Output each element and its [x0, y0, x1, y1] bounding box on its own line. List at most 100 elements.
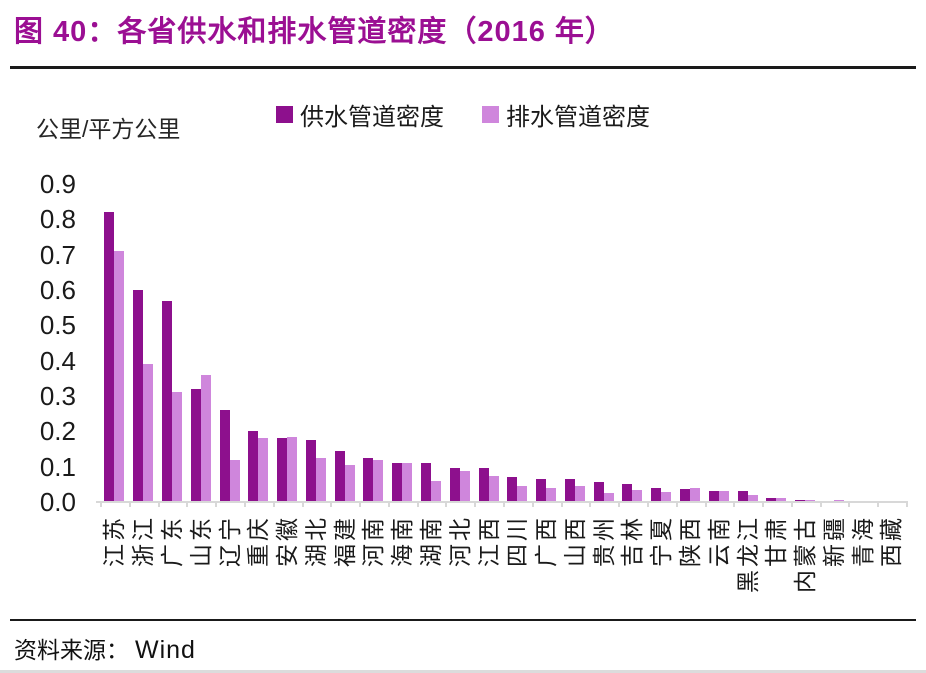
- x-axis-label-cell: 内蒙古: [791, 508, 820, 620]
- x-axis-label: 陕西: [677, 515, 704, 567]
- x-axis-tick: [330, 503, 333, 507]
- x-axis-label-cell: 辽宁: [215, 508, 244, 620]
- x-axis-labels: 江苏 浙江 广东 山东 辽宁 重庆 安徽 湖北 福建 河南 海南 湖南 河北 江西 四川 广西 山西 贵州 吉林 宁夏…: [100, 508, 906, 620]
- x-axis-label: 安徽: [274, 515, 301, 567]
- x-axis-tick: [877, 503, 880, 507]
- x-axis-label: 浙江: [130, 515, 157, 567]
- bar-supply: [766, 498, 777, 502]
- bar-group: [129, 170, 158, 502]
- y-axis-tick-label: 0.2: [39, 416, 76, 447]
- bar-group: [158, 170, 187, 502]
- bar-group: [820, 170, 849, 502]
- x-axis-tick: [157, 503, 160, 507]
- bar-group: [186, 170, 215, 502]
- x-axis-label: 黑龙江: [734, 515, 761, 593]
- y-axis-tick-label: 0.4: [39, 345, 76, 376]
- x-axis-tick: [100, 503, 102, 507]
- bar-drainage: [603, 493, 614, 502]
- x-axis-tick: [704, 503, 707, 507]
- bar-supply: [737, 491, 748, 502]
- x-axis-label: 辽宁: [216, 515, 243, 567]
- x-axis-label-cell: 新疆: [820, 508, 849, 620]
- x-axis-tick: [416, 503, 419, 507]
- bar-drainage: [171, 392, 182, 502]
- bar-supply: [219, 410, 230, 502]
- bar-drainage: [430, 481, 441, 502]
- x-axis-label: 内蒙古: [792, 515, 819, 593]
- x-axis-tick: [503, 503, 505, 507]
- x-axis-label: 宁夏: [648, 515, 675, 567]
- bar-drainage: [574, 486, 585, 502]
- x-axis-label: 广西: [533, 515, 560, 567]
- bar-drainage: [517, 486, 528, 502]
- bar-drainage: [315, 458, 326, 502]
- y-axis-tick-label: 0.7: [39, 239, 76, 270]
- bar-supply: [104, 212, 115, 502]
- x-axis-label-cell: 浙江: [129, 508, 158, 620]
- bar-drainage: [258, 438, 269, 502]
- x-axis-tick: [272, 503, 275, 507]
- x-axis-tick: [445, 503, 448, 507]
- bar-group: [417, 170, 446, 502]
- bar-supply: [363, 458, 374, 502]
- bar-supply: [507, 477, 518, 502]
- x-axis-tick: [906, 503, 908, 507]
- y-axis-tick-label: 0.8: [39, 204, 76, 235]
- x-axis-label: 河南: [360, 515, 387, 567]
- x-axis-label-cell: 陕西: [676, 508, 705, 620]
- bar-drainage: [661, 492, 672, 502]
- bar-drainage: [229, 460, 240, 502]
- x-axis-label: 重庆: [245, 515, 272, 567]
- x-axis-tick: [790, 503, 793, 507]
- bar-group: [301, 170, 330, 502]
- bar-supply: [478, 468, 489, 502]
- x-axis-label-cell: 山西: [561, 508, 590, 620]
- x-axis-label-cell: 云南: [704, 508, 733, 620]
- bar-drainage: [373, 460, 384, 502]
- bar-drainage: [143, 364, 154, 502]
- y-axis-tick-label: 0.5: [39, 310, 76, 341]
- x-axis-label-cell: 青海: [848, 508, 877, 620]
- bar-group: [532, 170, 561, 502]
- x-axis-label-cell: 四川: [503, 508, 532, 620]
- x-axis-label: 河北: [446, 515, 473, 567]
- bar-group: [474, 170, 503, 502]
- x-axis-label-cell: 宁夏: [647, 508, 676, 620]
- x-axis-label: 青海: [849, 515, 876, 567]
- x-axis-label: 湖北: [302, 515, 329, 567]
- y-axis-tick-label: 0.0: [39, 487, 76, 517]
- bar-drainage: [718, 491, 729, 502]
- bar-drainage: [632, 490, 643, 502]
- bar-drainage: [287, 437, 298, 502]
- x-axis-label: 云南: [705, 515, 732, 567]
- x-axis-label: 贵州: [590, 515, 617, 567]
- x-axis-label-cell: 广东: [158, 508, 187, 620]
- bar-supply: [651, 488, 662, 502]
- source-divider: [10, 619, 916, 621]
- bar-group: [215, 170, 244, 502]
- bar-supply: [305, 440, 316, 502]
- x-axis-tick: [301, 503, 304, 507]
- x-axis-label-cell: 福建: [330, 508, 359, 620]
- bar-group: [244, 170, 273, 502]
- x-axis-tick: [675, 503, 678, 507]
- x-axis-tick: [560, 503, 563, 507]
- legend-swatch-supply: [276, 106, 293, 123]
- bar-group: [589, 170, 618, 502]
- bar-group: [848, 170, 877, 502]
- bar-drainage: [459, 471, 470, 502]
- source-value: Wind: [135, 636, 196, 664]
- bar-drainage: [114, 251, 125, 502]
- x-axis-label: 湖南: [417, 515, 444, 567]
- bar-supply: [190, 389, 201, 502]
- bar-supply: [133, 290, 144, 502]
- legend-item-drainage: 排水管道密度: [482, 97, 650, 132]
- bar-supply: [392, 463, 403, 502]
- x-axis-tick: [618, 503, 621, 507]
- x-axis-tick: [243, 503, 246, 507]
- x-axis-label: 甘肃: [763, 515, 790, 567]
- x-axis-tick: [848, 503, 851, 507]
- x-axis-label-cell: 湖南: [417, 508, 446, 620]
- bar-group: [100, 170, 129, 502]
